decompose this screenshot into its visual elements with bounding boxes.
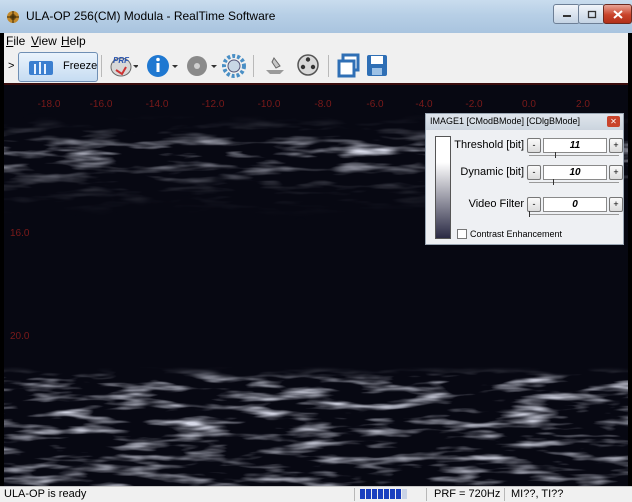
menu-view-label: iew (38, 34, 57, 48)
close-icon: ✕ (610, 117, 617, 126)
progress-cell (390, 489, 395, 499)
film-reel-icon[interactable] (295, 52, 323, 80)
grayscale-bar (435, 136, 451, 239)
y-tick-label: 20.0 (10, 331, 30, 342)
toolbar: > Freeze PRF (4, 49, 628, 84)
threshold-decrement-button[interactable]: - (527, 138, 541, 153)
minimize-icon (562, 15, 571, 17)
dynamic-field[interactable]: 10 (543, 165, 607, 180)
title-bar[interactable]: ULA-OP 256(CM) Modula - RealTime Softwar… (0, 0, 632, 33)
prf-readout: PRF = 720Hz (434, 488, 501, 500)
slider-thumb[interactable] (529, 211, 530, 217)
menu-view[interactable]: View (31, 34, 57, 48)
maximize-icon (587, 10, 596, 18)
x-tick-label: -10.0 (257, 99, 281, 110)
progress-indicator (360, 489, 418, 499)
copy-windows-icon[interactable] (336, 52, 362, 80)
slider-thumb[interactable] (553, 179, 554, 185)
status-divider (426, 488, 427, 501)
dynamic-row: Dynamic [bit] - 10 + (426, 163, 623, 185)
app-icon (7, 11, 19, 23)
progress-cell (378, 489, 383, 499)
close-icon (612, 9, 623, 19)
menu-bar: File View Help (4, 33, 628, 49)
video-filter-slider[interactable] (529, 211, 619, 217)
x-tick-label: -6.0 (366, 99, 384, 110)
menu-view-mnemonic: V (31, 34, 39, 48)
panel-close-button[interactable]: ✕ (607, 116, 620, 127)
dynamic-label: Dynamic [bit] (460, 166, 524, 178)
threshold-field[interactable]: 11 (543, 138, 607, 153)
slider-thumb[interactable] (555, 152, 556, 158)
status-divider (354, 488, 355, 501)
video-filter-field[interactable]: 0 (543, 197, 607, 212)
menu-help-label: elp (69, 34, 86, 48)
contrast-enhancement-option[interactable]: Contrast Enhancement (457, 229, 562, 239)
mi-ti-readout: MI??, TI?? (511, 488, 564, 500)
progress-cell (360, 489, 365, 499)
freeze-button[interactable]: Freeze (18, 52, 98, 82)
progress-cell (402, 489, 407, 499)
maximize-button[interactable] (578, 4, 605, 24)
x-tick-label: -8.0 (314, 99, 332, 110)
svg-text:PRF: PRF (113, 56, 130, 65)
dynamic-decrement-button[interactable]: - (527, 165, 541, 180)
x-tick-label: -16.0 (89, 99, 113, 110)
info-icon[interactable] (145, 52, 179, 80)
threshold-row: Threshold [bit] - 11 + (426, 136, 623, 158)
image-settings-panel[interactable]: IMAGE1 [CModBMode] [CDlgBMode] ✕ Thresho… (425, 113, 624, 245)
save-icon[interactable] (364, 52, 390, 80)
menu-help[interactable]: Help (61, 34, 86, 48)
video-filter-increment-button[interactable]: + (609, 197, 623, 212)
status-bar: ULA-OP is ready PRF = 720Hz MI??, TI?? (0, 486, 632, 502)
dynamic-increment-button[interactable]: + (609, 165, 623, 180)
video-filter-row: Video Filter - 0 + (426, 195, 623, 217)
x-tick-label: -18.0 (37, 99, 61, 110)
x-tick-label: -2.0 (465, 99, 483, 110)
menu-help-mnemonic: H (61, 34, 70, 48)
freeze-label: Freeze (63, 60, 98, 72)
probe-icon[interactable] (262, 52, 290, 80)
threshold-label: Threshold [bit] (454, 139, 524, 151)
progress-cell (366, 489, 371, 499)
x-tick-label: -14.0 (145, 99, 169, 110)
menu-file[interactable]: File (6, 34, 25, 48)
threshold-increment-button[interactable]: + (609, 138, 623, 153)
panel-title-bar[interactable]: IMAGE1 [CModBMode] [CDlgBMode] ✕ (426, 114, 623, 130)
freeze-icon (29, 61, 53, 75)
window-title: ULA-OP 256(CM) Modula - RealTime Softwar… (26, 9, 276, 23)
progress-cell (384, 489, 389, 499)
x-tick-label: -12.0 (201, 99, 225, 110)
prf-icon[interactable]: PRF (108, 52, 138, 80)
contrast-enhancement-label: Contrast Enhancement (470, 229, 563, 239)
menu-file-mnemonic: F (6, 34, 14, 48)
progress-cell (372, 489, 377, 499)
video-filter-decrement-button[interactable]: - (527, 197, 541, 212)
toolbar-separator (253, 55, 254, 77)
contrast-enhancement-checkbox[interactable] (457, 229, 467, 239)
menu-file-label: ile (13, 34, 26, 48)
x-tick-label: -4.0 (415, 99, 433, 110)
status-text: ULA-OP is ready (4, 488, 87, 500)
close-button[interactable] (603, 4, 632, 24)
status-divider (504, 488, 505, 501)
toolbar-chevron[interactable]: > (8, 60, 15, 72)
disc-icon[interactable] (185, 52, 219, 80)
progress-cell (396, 489, 401, 499)
dynamic-slider[interactable] (529, 179, 619, 185)
x-tick-label: 2.0 (576, 99, 590, 110)
minimize-button[interactable] (553, 4, 580, 24)
panel-title: IMAGE1 [CModBMode] [CDlgBMode] (430, 116, 581, 126)
x-tick-label: 0.0 (522, 99, 536, 110)
settings-icon[interactable] (221, 52, 249, 80)
y-tick-label: 16.0 (10, 228, 30, 239)
toolbar-separator (101, 55, 102, 77)
threshold-slider[interactable] (529, 152, 619, 158)
video-filter-label: Video Filter (468, 198, 524, 210)
toolbar-separator (328, 55, 329, 77)
